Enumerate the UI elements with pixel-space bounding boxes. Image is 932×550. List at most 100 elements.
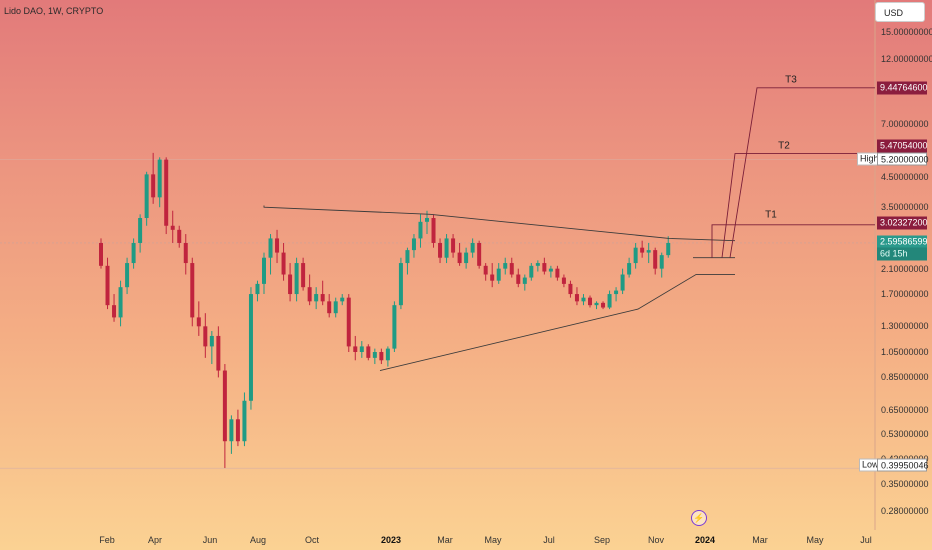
- candle-body: [574, 294, 579, 302]
- candle-body: [177, 229, 182, 243]
- candle-body: [411, 238, 416, 251]
- candle-body: [555, 268, 560, 278]
- x-tick-label: May: [806, 535, 824, 545]
- candle-body: [196, 317, 201, 327]
- candle-body: [372, 352, 377, 358]
- candle-body: [340, 297, 345, 302]
- x-tick-label: Mar: [752, 535, 768, 545]
- candle-body: [327, 301, 332, 314]
- x-tick-label: 2024: [694, 535, 716, 545]
- target-t1-label: T1: [765, 209, 777, 221]
- candle-body: [438, 242, 443, 258]
- candle-body: [503, 263, 508, 269]
- candle-body: [607, 294, 612, 308]
- candle-body: [659, 255, 664, 269]
- candle-body: [222, 370, 227, 442]
- candle-body: [112, 305, 117, 318]
- candle-body: [99, 242, 103, 266]
- x-tick-label: Nov: [647, 535, 665, 545]
- candle-body: [405, 250, 410, 264]
- currency-selector[interactable]: USD: [875, 2, 925, 22]
- candle-body: [581, 297, 586, 302]
- candle-body: [529, 265, 534, 278]
- x-tick-label: Feb: [99, 535, 115, 545]
- candle-body: [301, 263, 306, 288]
- last-price-tag: 2.59586599: [877, 235, 928, 249]
- x-tick-label: 2023: [380, 535, 402, 545]
- candle-body: [346, 297, 351, 347]
- candle-body: [490, 274, 495, 281]
- candle-body: [255, 283, 260, 295]
- x-tick-label: Jul: [860, 535, 872, 545]
- candle-body: [392, 305, 397, 349]
- candle-body: [633, 247, 638, 264]
- candle-body: [385, 348, 390, 361]
- x-tick-label: Oct: [304, 535, 320, 545]
- y-tick-label: 3.50000000: [881, 202, 929, 213]
- candle-body: [464, 252, 469, 264]
- candle-body: [307, 287, 312, 302]
- candle-body: [209, 335, 214, 347]
- x-tick-label: Sep: [593, 535, 611, 545]
- candle-body: [451, 238, 456, 253]
- candle-body: [418, 221, 423, 239]
- candle-body: [561, 277, 566, 284]
- candle-body: [620, 274, 625, 291]
- candle-body: [457, 252, 462, 264]
- candle-body: [509, 263, 514, 275]
- candle-body: [157, 159, 162, 198]
- candle-body: [131, 242, 136, 264]
- candle-body: [275, 238, 280, 253]
- candle-body: [548, 268, 553, 272]
- candle-body: [588, 297, 592, 306]
- lightning-icon[interactable]: ⚡: [691, 510, 707, 526]
- y-tick-label: 1.30000000: [881, 321, 929, 332]
- chart-title: Lido DAO, 1W, CRYPTO: [4, 6, 104, 16]
- candle-body: [568, 283, 573, 295]
- candle-body: [170, 225, 175, 230]
- x-tick-label: Mar: [437, 535, 453, 545]
- candle-body: [646, 250, 651, 253]
- candle-body: [366, 346, 371, 358]
- low-marker-label: Low: [859, 458, 882, 472]
- triangle-lower-line: [379, 274, 735, 371]
- target-t1-line: [711, 224, 875, 258]
- candle-body: [425, 217, 429, 222]
- candle-body: [542, 263, 547, 272]
- candle-body: [398, 263, 403, 306]
- candle-body: [535, 263, 540, 266]
- x-tick-label: Jun: [202, 535, 218, 545]
- candle-body: [431, 217, 436, 243]
- candle-body: [477, 242, 482, 266]
- y-tick-label: 7.00000000: [881, 118, 929, 129]
- candle-body: [262, 257, 266, 284]
- candle-body: [470, 242, 475, 253]
- bar-countdown: 6d 15h: [877, 247, 927, 261]
- x-tick-label: May: [484, 535, 502, 545]
- candle-body: [483, 265, 488, 275]
- x-tick-label: Apr: [147, 535, 163, 545]
- x-tick-label: Jul: [543, 535, 555, 545]
- high-price-tag: 5.20000000: [877, 152, 929, 166]
- candle-body: [118, 287, 123, 318]
- candle-body: [444, 238, 449, 258]
- candle-body: [516, 274, 521, 284]
- t3-price-tag: 9.44764600: [877, 81, 928, 95]
- high-marker-label: High: [857, 152, 882, 166]
- y-tick-label: 15.00000000: [881, 27, 932, 38]
- y-tick-label: 12.00000000: [881, 54, 932, 65]
- candle-body: [144, 174, 149, 218]
- target-t3-label: T3: [785, 74, 797, 86]
- candle-body: [314, 294, 319, 302]
- candle-body: [379, 352, 384, 361]
- target-t2-label: T2: [778, 140, 790, 152]
- y-tick-label: 0.53000000: [881, 429, 929, 440]
- target-t3-line: [729, 87, 875, 258]
- candle-body: [281, 252, 286, 275]
- candle-body: [640, 247, 645, 253]
- candle-body: [614, 290, 619, 295]
- candle-body: [183, 242, 188, 264]
- y-tick-label: 0.28000000: [881, 505, 929, 516]
